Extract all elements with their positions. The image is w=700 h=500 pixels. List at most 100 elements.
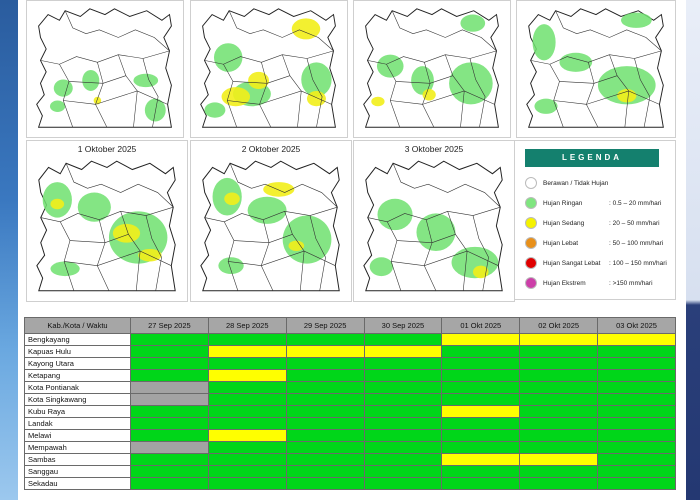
forecast-cell-green xyxy=(285,405,365,418)
forecast-cell-green xyxy=(285,333,365,346)
forecast-cell-green xyxy=(285,429,365,442)
light-rain-area xyxy=(50,261,80,277)
regency-name: Bengkayang xyxy=(24,333,131,346)
district-boundary xyxy=(553,90,660,105)
forecast-cell-green xyxy=(207,417,287,430)
legend-item-name: Hujan Ekstrem xyxy=(543,280,586,287)
forecast-map-6: 2 Oktober 2025 xyxy=(190,140,352,302)
forecast-cell-green xyxy=(130,465,209,478)
district-boundary xyxy=(391,250,499,266)
district-boundary xyxy=(223,221,239,291)
forecast-cell-green xyxy=(441,345,521,358)
legend: LEGENDA Berawan / Tidak Hujan Hujan Ringa… xyxy=(514,140,676,300)
rainfall-map xyxy=(36,160,176,292)
forecast-cell-green xyxy=(597,345,676,358)
district-boundary xyxy=(609,54,629,128)
regency-name: Landak xyxy=(24,417,131,430)
district-boundary xyxy=(120,211,141,291)
forecast-cell-yellow xyxy=(207,345,287,358)
moderate-rain-area xyxy=(617,89,637,103)
light-rain-area xyxy=(621,12,652,28)
forecast-cell-green xyxy=(207,333,287,346)
district-boundary xyxy=(65,163,174,208)
moderate-rain-area xyxy=(50,198,65,210)
date-column-header: 27 Sep 2025 xyxy=(130,317,209,334)
light-rain-area xyxy=(282,215,332,264)
district-boundary xyxy=(386,221,402,291)
forecast-map-1 xyxy=(26,0,184,138)
forecast-cell-green xyxy=(363,429,443,442)
date-column-header: 29 Sep 2025 xyxy=(285,317,365,334)
map-date-label: 2 Oktober 2025 xyxy=(241,144,301,154)
legend-color-swatch xyxy=(525,277,537,289)
forecast-cell-grey xyxy=(130,441,209,454)
date-column-header: 02 Okt 2025 xyxy=(519,317,599,334)
table-row: Sanggau xyxy=(24,465,676,478)
district-boundary xyxy=(391,10,497,52)
forecast-cell-yellow xyxy=(441,453,521,466)
light-rain-area xyxy=(49,100,66,112)
district-boundary xyxy=(64,10,170,52)
forecast-cell-yellow xyxy=(441,333,521,346)
district-boundary xyxy=(447,211,468,291)
legend-item-range: : 20 – 50 mm/hari xyxy=(609,220,660,227)
forecast-cell-green xyxy=(207,393,287,406)
legend-item: Hujan Sangat Lebat: 100 – 150 mm/hari xyxy=(525,257,675,271)
forecast-cell-green xyxy=(207,465,287,478)
forecast-cell-green xyxy=(363,405,443,418)
regency-name: Kubu Raya xyxy=(24,405,131,418)
light-rain-area xyxy=(144,98,166,122)
light-rain-area xyxy=(247,196,287,224)
legend-color-swatch xyxy=(525,217,537,229)
regency-name: Kota Pontianak xyxy=(24,381,131,394)
forecast-cell-green xyxy=(519,417,599,430)
district-boundary xyxy=(223,64,238,128)
regency-name: Mempawah xyxy=(24,441,131,454)
moderate-rain-area xyxy=(422,89,436,101)
map-date-label: 3 Oktober 2025 xyxy=(404,144,464,154)
legend-item-name: Hujan Lebat xyxy=(543,240,579,247)
moderate-rain-area xyxy=(371,96,385,107)
light-rain-area xyxy=(534,98,558,114)
district-boundary xyxy=(96,219,110,291)
table-row: Bengkayang xyxy=(24,333,676,346)
forecast-cell-green xyxy=(519,345,599,358)
moderate-rain-area xyxy=(306,90,326,107)
forecast-cell-green xyxy=(441,429,521,442)
forecast-cell-green xyxy=(130,369,209,382)
district-boundary xyxy=(118,54,138,128)
forecast-cell-green xyxy=(285,453,365,466)
light-rain-area xyxy=(460,14,486,32)
legend-item-name: Hujan Sangat Lebat xyxy=(543,260,601,267)
table-row: Kota Pontianak xyxy=(24,381,676,394)
rainfall-map xyxy=(526,8,664,128)
forecast-cell-green xyxy=(207,405,287,418)
legend-color-swatch xyxy=(525,257,537,269)
district-boundary xyxy=(282,54,302,128)
moderate-rain-area xyxy=(472,265,489,279)
regency-name: Sambas xyxy=(24,453,131,466)
legend-color-swatch xyxy=(525,177,537,189)
forecast-cell-green xyxy=(130,405,209,418)
moderate-rain-area xyxy=(288,240,305,252)
light-rain-area xyxy=(133,73,159,88)
forecast-cell-green xyxy=(441,369,521,382)
forecast-cell-green xyxy=(597,429,676,442)
forecast-cell-green xyxy=(519,393,599,406)
forecast-cell-green xyxy=(207,357,287,370)
forecast-cell-green xyxy=(363,441,443,454)
light-rain-area xyxy=(376,54,404,78)
district-boundary xyxy=(586,62,599,128)
light-rain-area xyxy=(559,52,593,72)
forecast-cell-green xyxy=(597,381,676,394)
regency-forecast-table: Kab./Kota / Waktu 27 Sep 2025 28 Sep 2025… xyxy=(24,317,676,490)
district-boundary xyxy=(59,64,74,128)
forecast-cell-green xyxy=(363,477,443,490)
district-boundary xyxy=(306,58,323,128)
district-boundary xyxy=(68,75,126,84)
forecast-cell-green xyxy=(130,357,209,370)
moderate-rain-area xyxy=(263,182,295,197)
date-column-header: 30 Sep 2025 xyxy=(363,317,443,334)
forecast-cell-green xyxy=(363,357,443,370)
district-boundary xyxy=(233,234,293,243)
